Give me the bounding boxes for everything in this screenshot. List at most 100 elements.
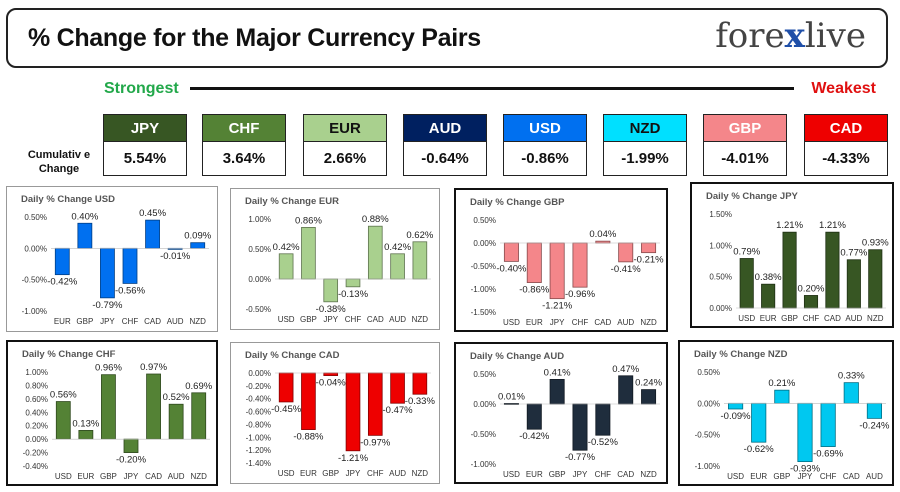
bar bbox=[390, 253, 405, 280]
chart-svg: Daily % Change CAD 0.00% -0.20% -0.40% -0.60… bbox=[245, 350, 435, 478]
x-tick-label: AUD bbox=[845, 314, 862, 323]
x-tick-label: CHF bbox=[820, 472, 837, 481]
currency-header: NZD bbox=[603, 114, 687, 142]
bar bbox=[100, 247, 115, 299]
bar bbox=[55, 401, 71, 440]
cumulative-box-jpy: JPY 5.54% bbox=[103, 114, 187, 176]
chart-nzd: Daily % Change NZD 0.50% 0.00% -0.50% -1.00%… bbox=[678, 340, 894, 486]
data-label: 0.69% bbox=[185, 381, 212, 392]
data-label: 0.41% bbox=[544, 367, 571, 378]
data-label: 0.33% bbox=[838, 371, 865, 382]
chart-eur: Daily % Change EUR 1.00% 0.50% 0.00% -0.50% 0… bbox=[230, 188, 440, 330]
page-title: % Change for the Major Currency Pairs bbox=[28, 24, 481, 52]
bar bbox=[774, 389, 790, 404]
cumulative-value: -0.64% bbox=[403, 142, 487, 176]
cumulative-box-gbp: GBP -4.01% bbox=[703, 114, 787, 176]
chart-title: Daily % Change JPY bbox=[706, 191, 799, 202]
bar bbox=[323, 372, 339, 376]
bar bbox=[526, 403, 542, 430]
data-label: -0.56% bbox=[115, 285, 146, 296]
data-label: -0.93% bbox=[790, 464, 821, 475]
data-label: -0.88% bbox=[293, 432, 324, 443]
y-tick-label: 0.00% bbox=[473, 239, 496, 248]
data-label: 0.77% bbox=[840, 248, 867, 259]
cumulative-value: 3.64% bbox=[202, 142, 286, 176]
x-tick-label: GBP bbox=[549, 470, 566, 479]
x-tick-label: USD bbox=[727, 472, 744, 481]
chart-svg: Daily % Change GBP 0.50% 0.00% -0.50% -1.00%… bbox=[470, 197, 665, 327]
y-tick-label: 0.00% bbox=[697, 399, 720, 408]
data-label: 0.40% bbox=[71, 211, 98, 222]
x-tick-label: USD bbox=[55, 472, 72, 481]
currency-header: GBP bbox=[703, 114, 787, 142]
data-label: -0.13% bbox=[338, 289, 369, 300]
x-tick-label: EUR bbox=[77, 472, 94, 481]
x-tick-label: GBP bbox=[773, 472, 790, 481]
chart-title: Daily % Change CAD bbox=[245, 350, 340, 361]
data-label: 0.45% bbox=[139, 208, 166, 219]
x-tick-label: JPY bbox=[550, 318, 565, 327]
x-tick-label: CAD bbox=[594, 318, 611, 327]
cumulative-value: -4.01% bbox=[703, 142, 787, 176]
bar bbox=[168, 403, 184, 440]
data-label: -0.20% bbox=[116, 455, 147, 466]
data-label: -0.96% bbox=[565, 289, 596, 300]
x-tick-label: NZD bbox=[190, 472, 207, 481]
currency-header: EUR bbox=[303, 114, 387, 142]
data-label: -0.04% bbox=[316, 378, 347, 389]
y-tick-label: 0.50% bbox=[248, 245, 271, 254]
data-label: -0.42% bbox=[47, 277, 78, 288]
x-tick-label: NZD bbox=[640, 318, 657, 327]
y-tick-label: 0.00% bbox=[709, 304, 732, 313]
chart-cad: Daily % Change CAD 0.00% -0.20% -0.40% -0.60… bbox=[230, 342, 440, 484]
bar bbox=[503, 242, 519, 262]
bar bbox=[412, 372, 428, 395]
data-label: 0.56% bbox=[50, 390, 77, 401]
y-tick-label: 1.50% bbox=[709, 210, 732, 219]
bar bbox=[820, 402, 836, 447]
chart-title: Daily % Change USD bbox=[21, 194, 115, 205]
y-tick-label: -0.20% bbox=[23, 449, 48, 458]
data-label: -0.42% bbox=[519, 431, 550, 442]
x-tick-label: CAD bbox=[824, 314, 841, 323]
y-tick-label: 0.50% bbox=[697, 368, 720, 377]
y-tick-label: 0.80% bbox=[25, 381, 48, 390]
chart-usd: Daily % Change USD 0.50% 0.00% -0.50% -1.00%… bbox=[6, 186, 218, 332]
y-tick-label: -1.00% bbox=[471, 460, 496, 469]
x-tick-label: JPY bbox=[798, 472, 813, 481]
bar bbox=[101, 374, 116, 440]
bar bbox=[345, 372, 361, 452]
data-label: -1.21% bbox=[542, 301, 573, 312]
chart-jpy: Daily % Change JPY 1.50% 1.00% 0.50% 0.00% 0.… bbox=[690, 182, 894, 328]
x-tick-label: AUD bbox=[389, 469, 406, 478]
x-tick-label: JPY bbox=[573, 470, 588, 479]
bar bbox=[77, 222, 93, 249]
chart-chf: Daily % Change CHF 1.00% 0.80% 0.60% 0.40% 0.… bbox=[6, 340, 218, 486]
x-tick-label: EUR bbox=[54, 317, 71, 326]
bar bbox=[782, 231, 797, 309]
y-tick-label: -1.50% bbox=[471, 308, 496, 317]
y-tick-label: -1.00% bbox=[246, 433, 271, 442]
data-label: 0.04% bbox=[589, 229, 616, 240]
x-tick-label: AUD bbox=[168, 472, 185, 481]
x-tick-label: EUR bbox=[300, 469, 317, 478]
data-label: 0.20% bbox=[798, 283, 825, 294]
logo-text-right: live bbox=[804, 16, 866, 56]
cumulative-box-nzd: NZD -1.99% bbox=[603, 114, 687, 176]
currency-header: AUD bbox=[403, 114, 487, 142]
bar bbox=[846, 259, 861, 309]
bar bbox=[301, 227, 316, 280]
bar bbox=[825, 231, 840, 309]
x-tick-label: CHF bbox=[803, 314, 820, 323]
bar bbox=[866, 402, 883, 419]
bar bbox=[146, 373, 161, 440]
data-label: -0.21% bbox=[634, 255, 665, 266]
bar bbox=[78, 430, 94, 440]
x-tick-label: JPY bbox=[124, 472, 139, 481]
data-label: 0.47% bbox=[612, 364, 639, 375]
x-tick-label: CHF bbox=[595, 470, 612, 479]
cumulative-value: -0.86% bbox=[503, 142, 587, 176]
bar bbox=[797, 402, 813, 463]
chart-title: Daily % Change GBP bbox=[470, 197, 565, 208]
data-label: -0.62% bbox=[744, 444, 775, 455]
